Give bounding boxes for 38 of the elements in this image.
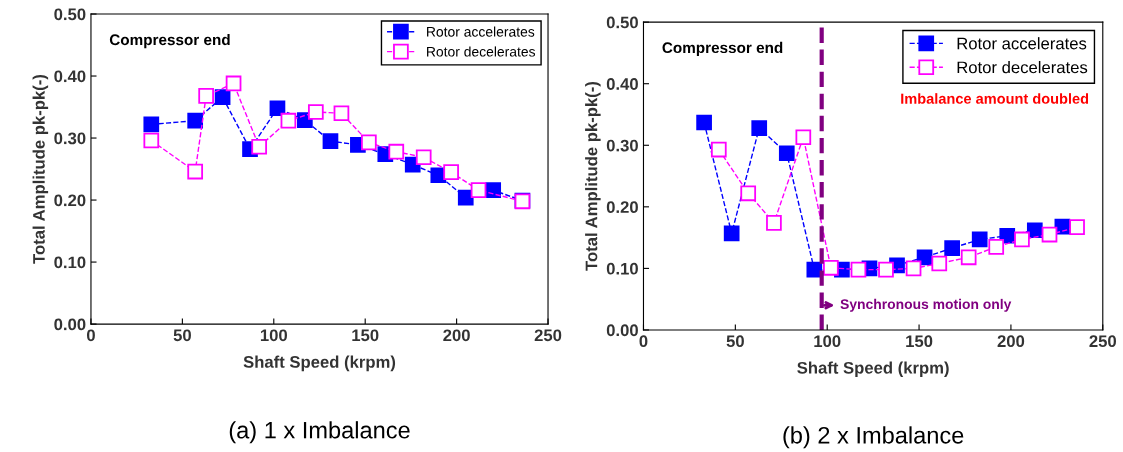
x-tick-label: 50 bbox=[726, 335, 744, 348]
y-tick-label: 0.20 bbox=[606, 201, 638, 214]
x-tick-label: 250 bbox=[534, 329, 562, 342]
y-tick-label: 0.50 bbox=[606, 16, 638, 29]
x-tick-label: 200 bbox=[443, 329, 470, 342]
x-tick-label: 150 bbox=[352, 329, 379, 342]
legend-label: Rotor decelerates bbox=[427, 46, 536, 57]
text: (b) 2 x Imbalance bbox=[783, 426, 964, 449]
x-axis-title: Shaft Speed (krpm) bbox=[243, 355, 396, 372]
y-axis-title: Total Amplitude pk-pk(-) bbox=[32, 74, 49, 264]
y-tick-label: 0.10 bbox=[54, 256, 86, 269]
x-tick-label: 150 bbox=[906, 335, 933, 348]
y-tick-label: 0.00 bbox=[606, 324, 638, 337]
y-tick-label: 0.40 bbox=[54, 70, 86, 83]
legend-label: Rotor decelerates bbox=[957, 61, 1088, 74]
y-tick-label: 0.40 bbox=[606, 78, 638, 90]
y-tick-label: 0.00 bbox=[54, 318, 86, 331]
y-tick-label: 0.50 bbox=[54, 8, 86, 21]
annotation: Compressor end bbox=[109, 33, 230, 49]
x-tick-label: 100 bbox=[814, 335, 841, 348]
x-tick-label: 250 bbox=[1089, 335, 1117, 348]
annotation: Compressor end bbox=[662, 41, 783, 57]
y-axis-title: Total Amplitude pk-pk(-) bbox=[585, 81, 601, 271]
y-tick-label: 0.30 bbox=[606, 139, 638, 152]
y-tick-label: 0.30 bbox=[54, 132, 86, 145]
y-tick-label: 0.20 bbox=[54, 194, 86, 207]
text: (a) 1 x Imbalance bbox=[229, 421, 410, 444]
x-axis-title: Shaft Speed (krpm) bbox=[797, 361, 949, 378]
annotation: Imbalance amount doubled bbox=[901, 93, 1089, 104]
x-tick-label: 200 bbox=[997, 335, 1025, 348]
legend-label: Rotor accelerates bbox=[957, 37, 1087, 50]
x-tick-label: 0 bbox=[86, 329, 95, 342]
x-tick-label: 0 bbox=[639, 335, 648, 348]
legend-label: Rotor accelerates bbox=[427, 26, 535, 37]
x-tick-label: 100 bbox=[260, 329, 288, 342]
x-tick-label: 50 bbox=[173, 329, 191, 342]
ref-line-label: Synchronous motion only bbox=[840, 298, 1012, 312]
y-tick-label: 0.10 bbox=[606, 262, 638, 275]
